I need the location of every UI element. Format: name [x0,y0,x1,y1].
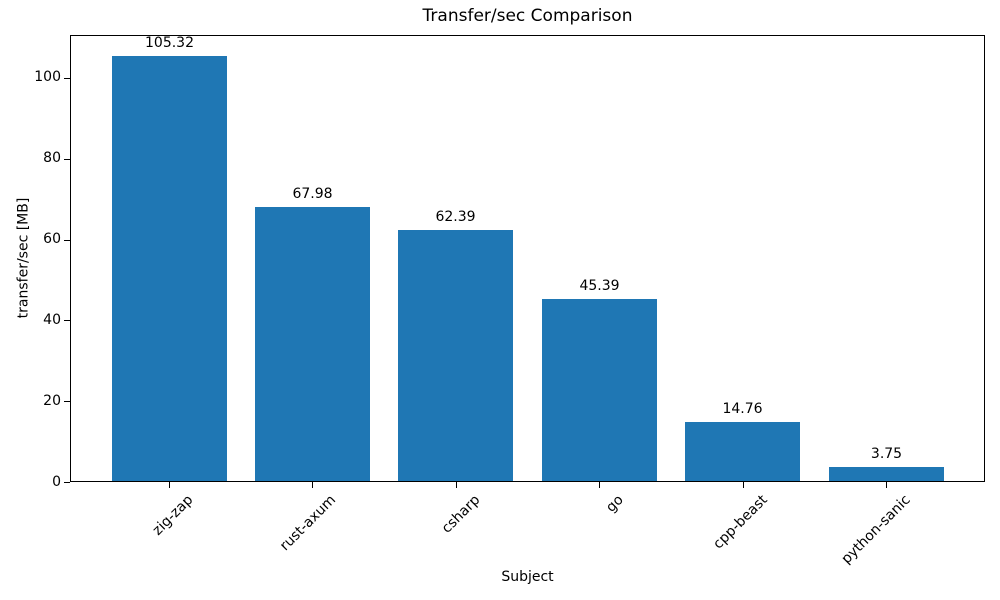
bar-value-label: 14.76 [722,401,763,417]
x-tick-mark [456,482,457,488]
x-tick-mark [743,482,744,488]
y-tick-label: 80 [43,150,61,166]
x-tick-mark [599,482,600,488]
x-tick-label-python-sanic: python-sanic [838,492,914,568]
bar-rust-axum [255,207,370,482]
x-tick-label-cpp-beast: cpp-beast [709,492,771,553]
bar-value-label: 67.98 [292,186,333,202]
chart-title: Transfer/sec Comparison [422,6,633,26]
x-tick-mark [886,482,887,488]
bar-python-sanic [829,467,944,482]
x-tick-mark [169,482,170,488]
y-tick-mark [64,482,70,483]
x-tick-label-go: go [602,492,627,516]
x-tick-label-csharp: csharp [438,492,484,537]
y-tick-label: 60 [43,231,61,247]
bar-value-label: 62.39 [435,209,476,225]
bar-value-label: 45.39 [579,278,620,294]
bar-zig-zap [112,56,227,482]
bar-csharp [398,230,513,482]
bar-go [542,299,657,482]
y-tick-mark [64,320,70,321]
x-tick-mark [312,482,313,488]
y-tick-mark [64,240,70,241]
bar-cpp-beast [685,422,800,482]
y-tick-label: 40 [43,312,61,328]
y-axis-label: transfer/sec [MB] [15,197,32,319]
y-tick-mark [64,401,70,402]
y-tick-mark [64,159,70,160]
x-axis-label: Subject [501,569,554,585]
y-tick-mark [64,78,70,79]
x-tick-label-rust-axum: rust-axum [277,492,340,555]
x-tick-label-zig-zap: zig-zap [149,492,197,539]
y-tick-label: 20 [43,393,61,409]
y-tick-label: 0 [52,474,61,490]
bar-value-label: 105.32 [145,35,194,51]
bar-value-label: 3.75 [870,446,903,462]
y-tick-label: 100 [34,69,61,85]
